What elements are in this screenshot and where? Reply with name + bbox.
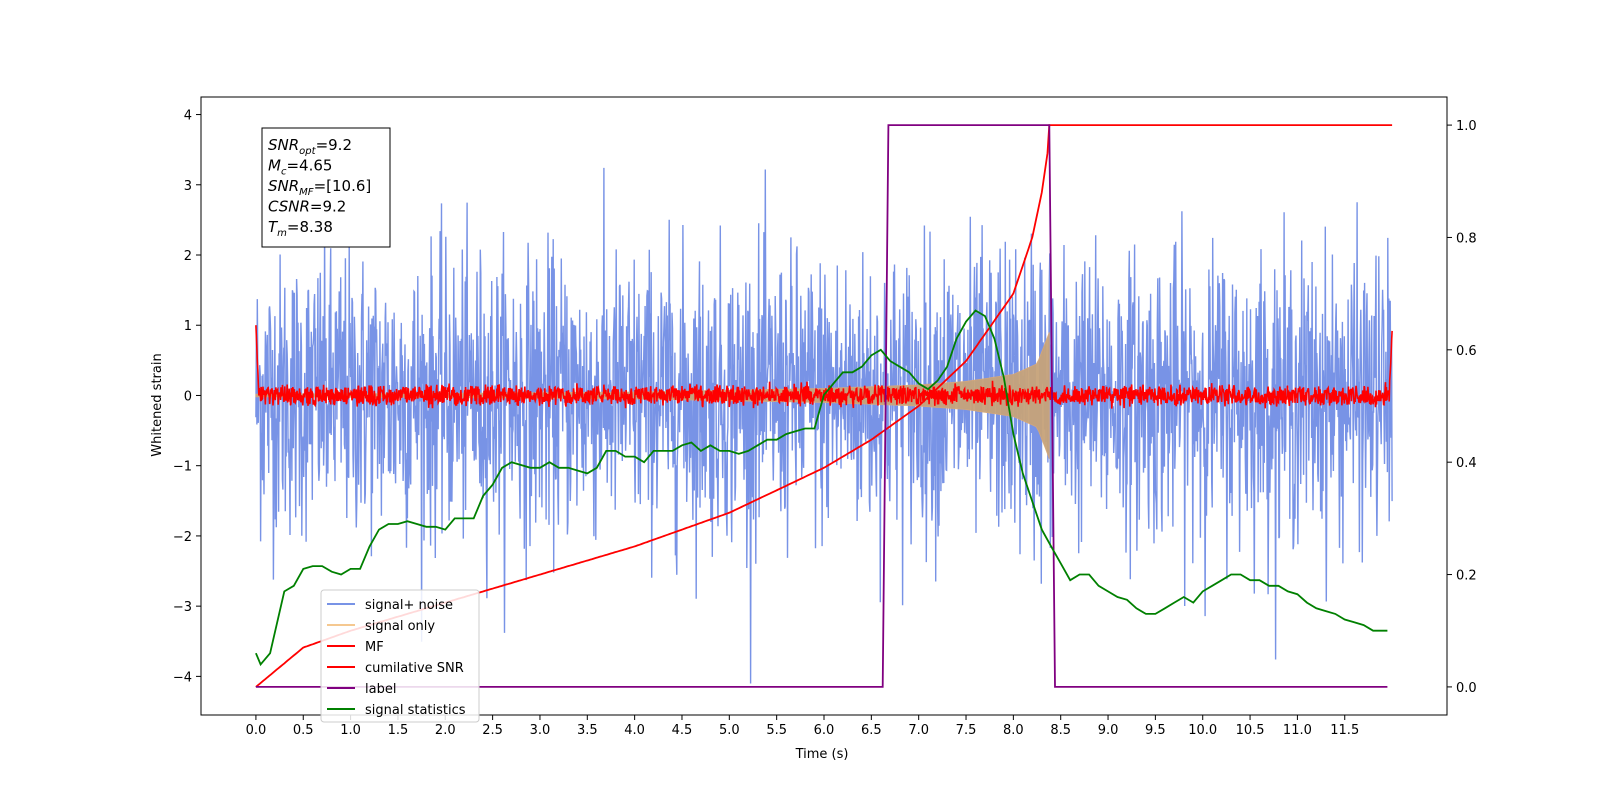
x-tick-label: 4.0 bbox=[624, 723, 645, 738]
x-tick-label: 3.0 bbox=[530, 723, 551, 738]
legend-entry: cumilative SNR bbox=[365, 661, 464, 676]
x-tick-label: 0.5 bbox=[293, 723, 314, 738]
x-tick-label: 11.5 bbox=[1330, 723, 1359, 738]
series-line-signal-statistics bbox=[255, 309, 1388, 667]
info-box-line: SNRMF=[10.6] bbox=[268, 177, 371, 198]
x-tick-label: 6.5 bbox=[861, 723, 882, 738]
x-tick-label: 9.5 bbox=[1145, 723, 1166, 738]
y-tick-label: 2 bbox=[184, 249, 192, 264]
y2-tick-label: 0.4 bbox=[1456, 456, 1477, 471]
y-tick-label: −3 bbox=[173, 600, 192, 615]
legend-entry: label bbox=[365, 682, 396, 697]
y-tick-label: 0 bbox=[184, 389, 192, 404]
series-line-mf bbox=[255, 325, 1393, 409]
legend-frame bbox=[320, 589, 480, 723]
x-tick-label: 8.0 bbox=[1003, 723, 1024, 738]
x-tick-label: 2.5 bbox=[482, 723, 503, 738]
x-tick-label: 2.0 bbox=[435, 723, 456, 738]
y-tick-label: −4 bbox=[173, 670, 192, 685]
y2-tick-label: 1.0 bbox=[1456, 119, 1477, 134]
x-tick-label: 1.0 bbox=[340, 723, 361, 738]
series-line-label bbox=[255, 124, 1388, 688]
info-box-line: Tm=8.38 bbox=[268, 218, 333, 239]
y2-tick-label: 0.2 bbox=[1456, 569, 1477, 584]
legend-entry: signal+ noise bbox=[365, 598, 453, 613]
x-tick-label: 3.5 bbox=[577, 723, 598, 738]
plot-layer bbox=[255, 124, 1393, 688]
y-tick-label: 1 bbox=[184, 319, 192, 334]
x-tick-label: 10.0 bbox=[1188, 723, 1217, 738]
x-tick-label: 8.5 bbox=[1050, 723, 1071, 738]
x-tick-label: 1.5 bbox=[388, 723, 409, 738]
x-tick-label: 7.0 bbox=[908, 723, 929, 738]
legend: signal+ noise signal only MF cumilative SNR… bbox=[320, 589, 480, 723]
x-tick-label: 5.5 bbox=[766, 723, 787, 738]
y-tick-label: −1 bbox=[173, 460, 192, 475]
y2-tick-label: 0.0 bbox=[1456, 681, 1477, 696]
x-tick-label: 9.0 bbox=[1098, 723, 1119, 738]
x-tick-label: 11.0 bbox=[1283, 723, 1312, 738]
y2-tick-label: 0.8 bbox=[1456, 231, 1477, 246]
info-box-line: Mc=4.65 bbox=[268, 157, 332, 178]
y-tick-label: 4 bbox=[184, 109, 192, 124]
x-axis-label: Time (s) bbox=[795, 747, 849, 762]
x-tick-label: 6.0 bbox=[814, 723, 835, 738]
info-box-line: CSNR=9.2 bbox=[268, 198, 346, 216]
legend-entry: signal only bbox=[365, 619, 435, 634]
x-tick-label: 4.5 bbox=[672, 723, 693, 738]
axes-layer: 0.0 0.5 1.0 1.5 2.0 2.5 3.0 3.5 4.0 4.5 5.0 5.5 6.0 6… bbox=[173, 96, 1477, 738]
x-tick-label: 5.0 bbox=[719, 723, 740, 738]
x-tick-label: 0.0 bbox=[246, 723, 267, 738]
y-axis-label: Whitened strain bbox=[150, 353, 165, 456]
legend-entry: MF bbox=[365, 640, 384, 655]
y-tick-label: 3 bbox=[184, 179, 192, 194]
info-box-line: SNRopt=9.2 bbox=[268, 136, 352, 157]
info-box-frame bbox=[261, 127, 391, 248]
legend-entry: signal statistics bbox=[365, 703, 466, 718]
y-tick-label: −2 bbox=[173, 530, 192, 545]
x-tick-label: 7.5 bbox=[956, 723, 977, 738]
x-tick-label: 10.5 bbox=[1236, 723, 1265, 738]
y2-tick-label: 0.6 bbox=[1456, 344, 1477, 359]
